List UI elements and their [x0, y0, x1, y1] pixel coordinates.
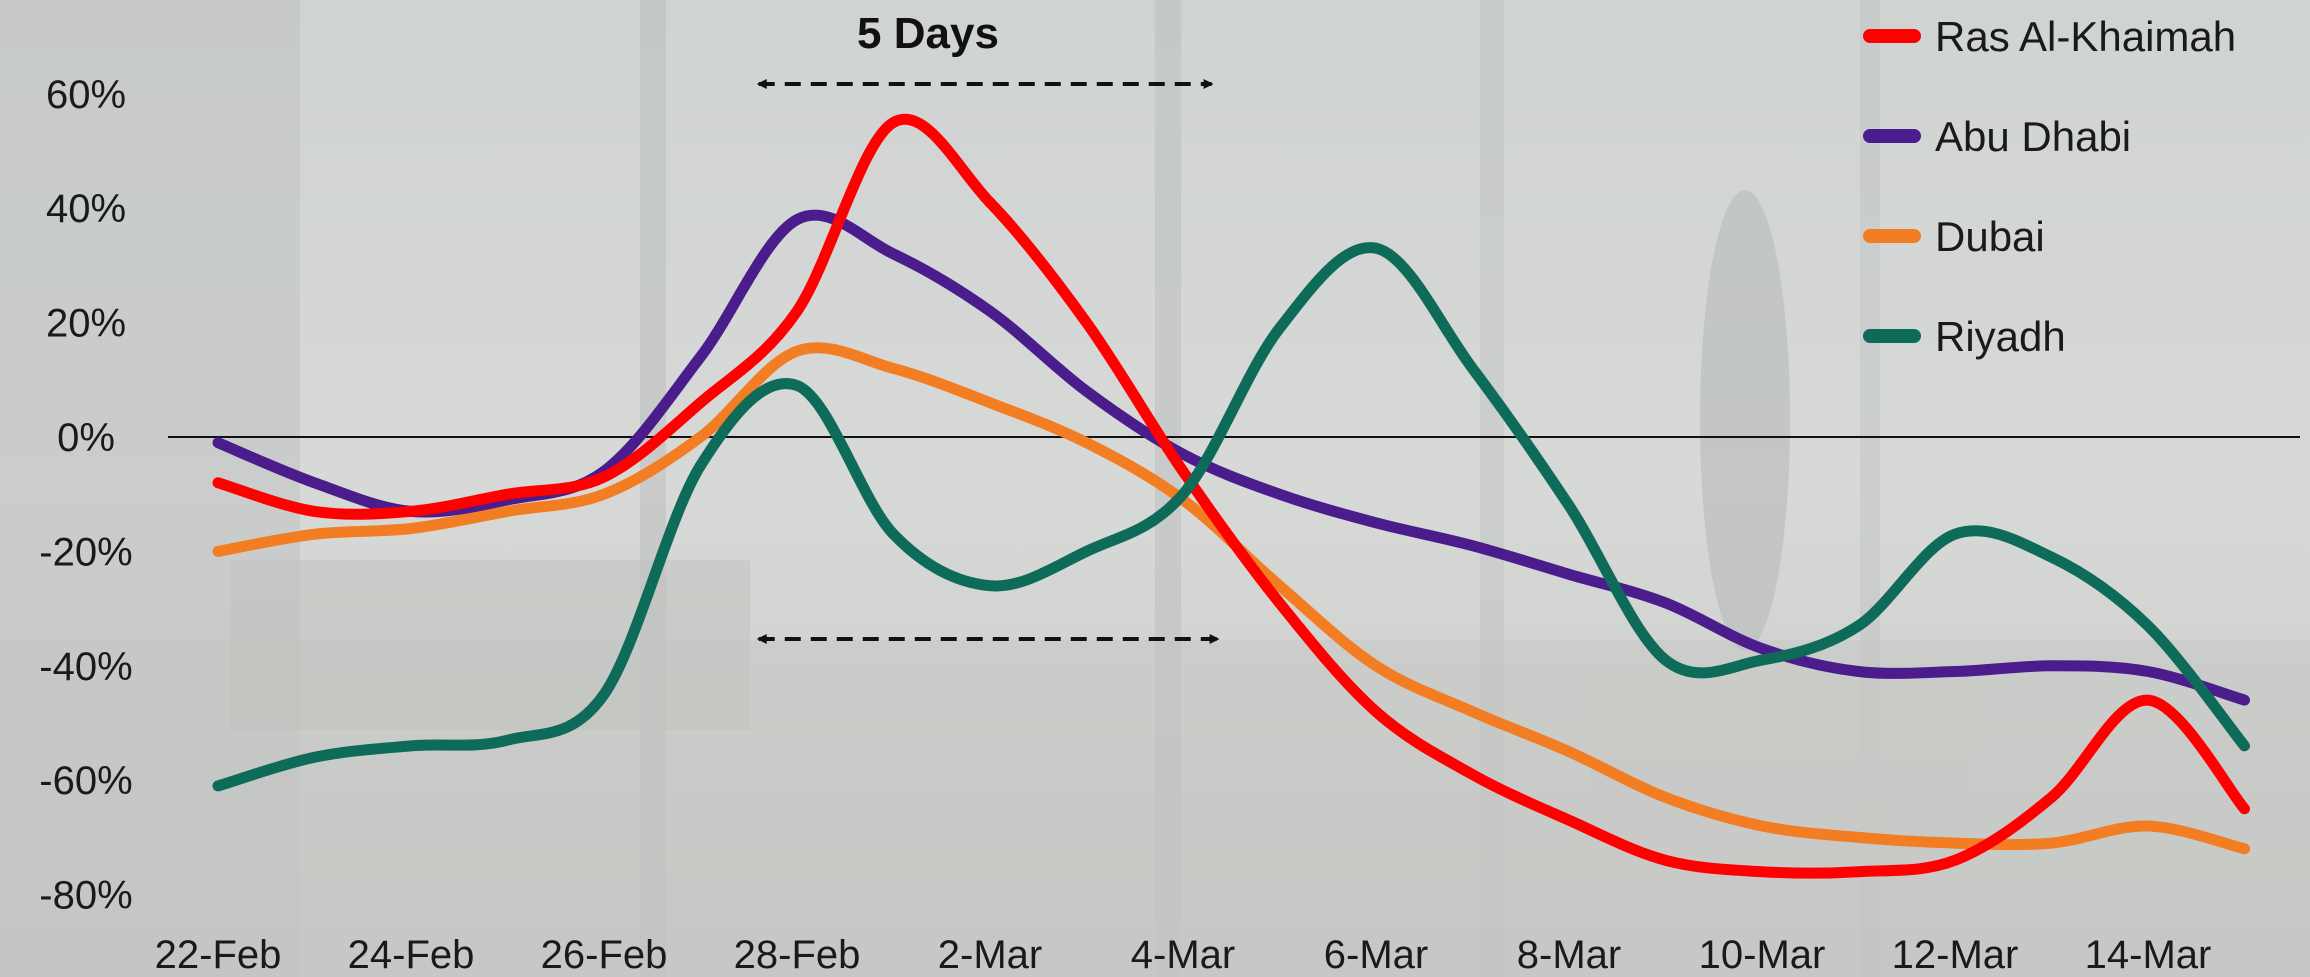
- y-tick-label: 40%: [46, 187, 126, 231]
- annotations-layer: 5 Days: [756, 9, 1220, 644]
- legend-label-dubai: Dubai: [1935, 213, 2045, 260]
- x-tick-label: 4-Mar: [1131, 933, 1235, 977]
- y-tick-label: -60%: [39, 759, 132, 803]
- series-line-ras-al-khaimah: [212, 114, 2250, 879]
- legend-label-abu-dhabi: Abu Dhabi: [1935, 113, 2131, 160]
- y-tick-label: 20%: [46, 302, 126, 346]
- y-tick-label: -20%: [39, 530, 132, 574]
- legend-label-riyadh: Riyadh: [1935, 313, 2066, 360]
- legend: Ras Al-Khaimah Abu Dhabi Dubai Riyadh: [1863, 13, 2236, 360]
- x-tick-label: 2-Mar: [938, 933, 1042, 977]
- x-tick-label: 12-Mar: [1892, 933, 2019, 977]
- axes-layer: 60% 40% 20% 0% -20% -40% -60% -80% 22-Feb 24-Feb 2…: [39, 73, 2300, 977]
- y-tick-label: -40%: [39, 645, 132, 689]
- x-tick-label: 26-Feb: [541, 933, 668, 977]
- series-layer: [212, 114, 2250, 879]
- legend-label-ras-al-khaimah: Ras Al-Khaimah: [1935, 13, 2236, 60]
- x-tick-label: 8-Mar: [1517, 933, 1621, 977]
- x-tick-label: 22-Feb: [155, 933, 282, 977]
- x-tick-label: 14-Mar: [2085, 933, 2212, 977]
- x-tick-label: 10-Mar: [1699, 933, 1826, 977]
- x-tick-label: 28-Feb: [734, 933, 861, 977]
- y-tick-label: 0%: [57, 416, 115, 460]
- y-tick-label: 60%: [46, 73, 126, 117]
- window-label: 5 Days: [857, 9, 999, 58]
- x-tick-label: 6-Mar: [1324, 933, 1428, 977]
- y-tick-label: -80%: [39, 874, 132, 918]
- x-tick-label: 24-Feb: [348, 933, 475, 977]
- series-line-riyadh: [212, 242, 2250, 792]
